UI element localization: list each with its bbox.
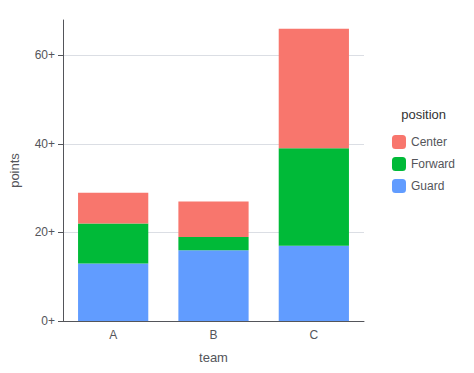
svg-text:60+: 60+ xyxy=(35,48,55,62)
svg-text:C: C xyxy=(309,328,318,342)
svg-text:A: A xyxy=(109,328,117,342)
svg-text:0+: 0+ xyxy=(41,314,55,328)
svg-text:Center: Center xyxy=(411,135,447,149)
svg-text:20+: 20+ xyxy=(35,225,55,239)
svg-text:position: position xyxy=(401,107,446,122)
svg-text:team: team xyxy=(199,350,228,365)
svg-text:40+: 40+ xyxy=(35,137,55,151)
svg-text:B: B xyxy=(209,328,217,342)
svg-text:Guard: Guard xyxy=(411,179,444,193)
svg-text:points: points xyxy=(7,153,22,188)
svg-text:Forward: Forward xyxy=(411,157,455,171)
